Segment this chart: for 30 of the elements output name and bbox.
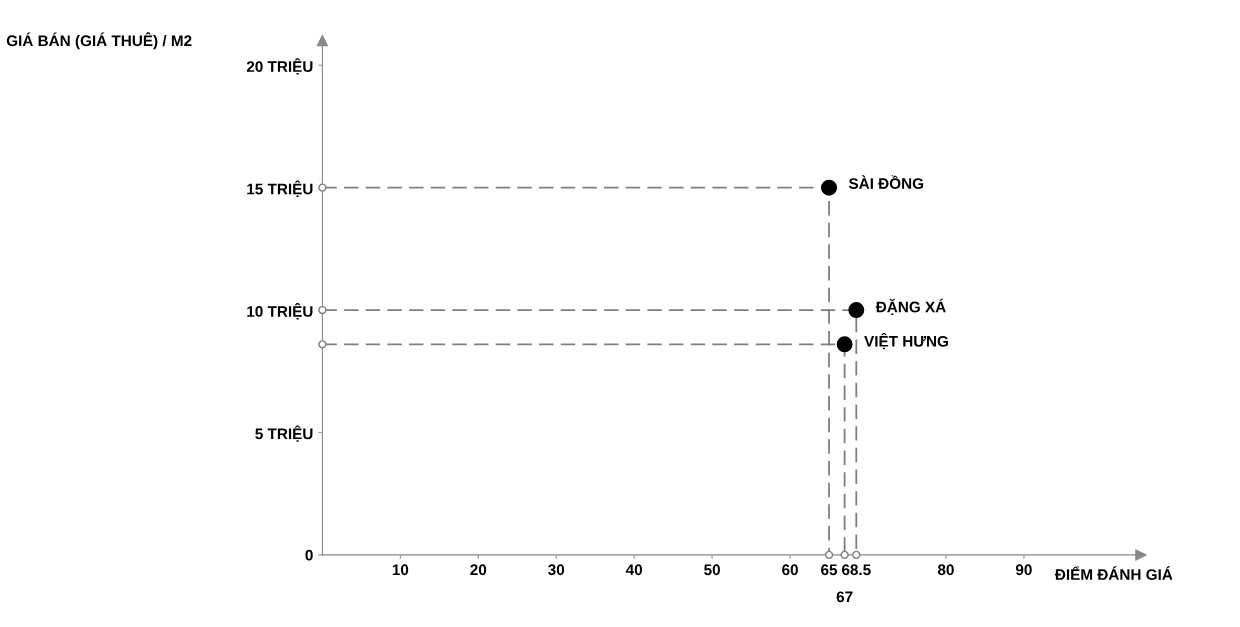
y-axis-title: GIÁ BÁN (GIÁ THUÊ) / M2 [6,32,192,50]
x-tick-label: 90 [1015,564,1032,576]
point [824,550,834,560]
point [848,302,865,319]
y-tick-label: 10 TRIỆU [247,303,313,320]
x-tick-label: 60 [782,564,798,576]
x-axis-title: ĐIỂM ĐÁNH GIÁ [1054,566,1173,581]
x-tick-label: 65 [821,564,838,576]
point [318,183,327,192]
series-label: VIỆT HƯNG [864,332,948,350]
x-tick-label: 50 [704,564,720,576]
x-tick-label: 10 [392,564,409,576]
series-label: ĐẶNG XÁ [875,298,946,315]
point [836,336,853,353]
y-tick-label: 5 TRIỆU [255,425,313,442]
point [852,550,861,560]
y-tick-label: 0 [305,549,313,561]
x-tick-label: 40 [625,564,643,576]
x-tick-label: 20 [470,564,487,576]
series-label: SÀI ĐỒNG [848,175,924,189]
x-tick-label: 68.5 [842,564,871,576]
y-tick-label: 15 TRIỆU [247,180,313,198]
point [318,340,327,349]
point [840,550,849,560]
y-tick-label: 20 TRIỆU [246,58,313,75]
point [318,305,327,315]
x-tick-label: 30 [548,564,565,576]
x-tick-label: 80 [937,564,954,576]
annotation: 67 [836,591,853,603]
point [821,179,838,196]
